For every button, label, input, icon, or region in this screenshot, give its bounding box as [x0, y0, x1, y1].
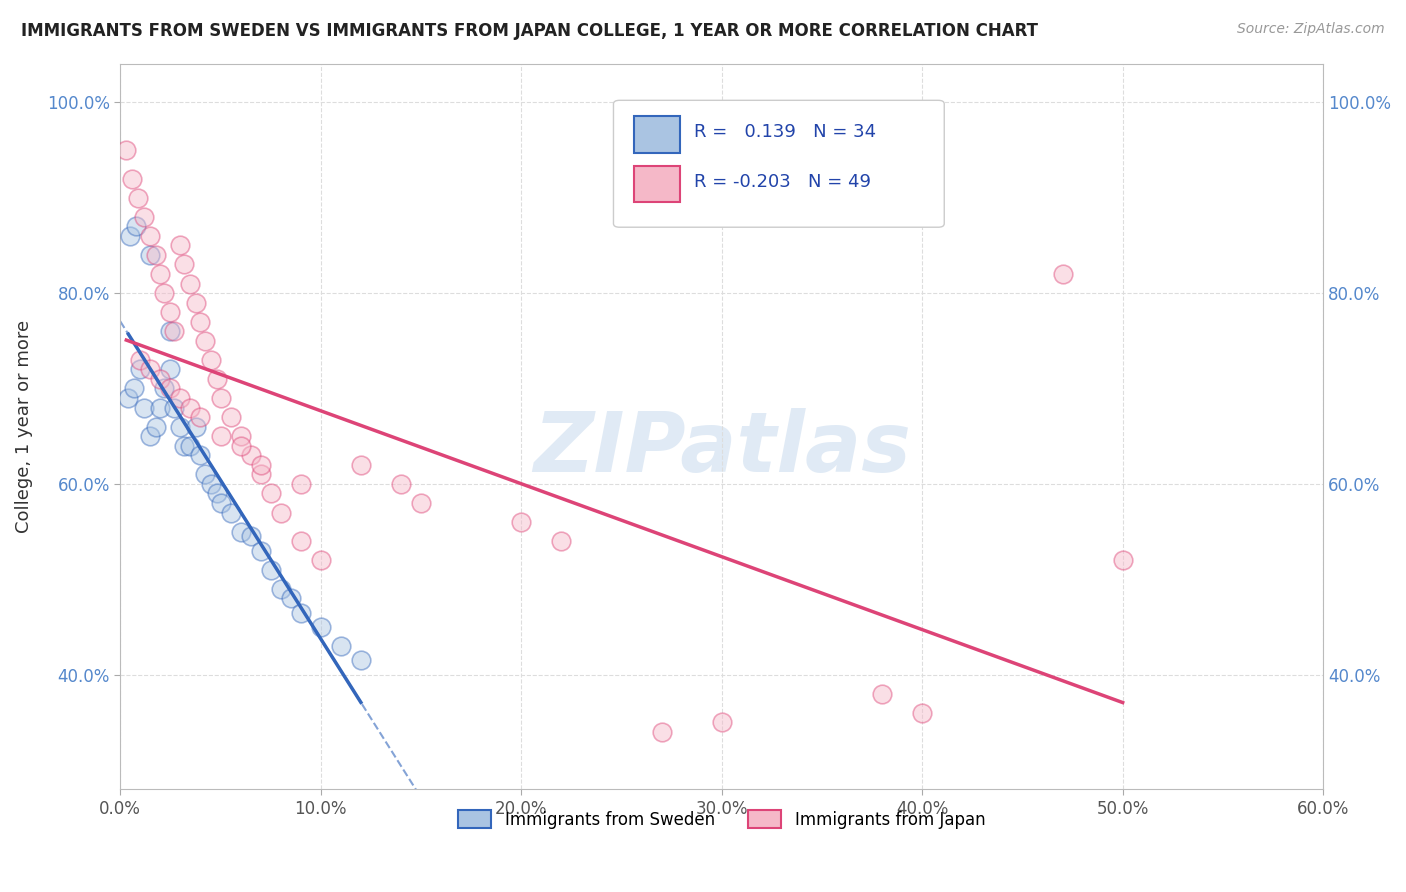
- Immigrants from Japan: [229, 429, 252, 443]
- Immigrants from Sweden: [219, 506, 242, 520]
- Text: R =   0.139   N = 34: R = 0.139 N = 34: [695, 123, 876, 141]
- FancyBboxPatch shape: [613, 100, 945, 227]
- Immigrants from Japan: [139, 228, 162, 243]
- Immigrants from Japan: [710, 715, 733, 730]
- Immigrants from Japan: [179, 401, 201, 415]
- Immigrants from Japan: [209, 391, 232, 405]
- Legend: Immigrants from Sweden, Immigrants from Japan: Immigrants from Sweden, Immigrants from …: [451, 804, 993, 835]
- Immigrants from Sweden: [169, 419, 191, 434]
- Immigrants from Sweden: [193, 467, 215, 482]
- Immigrants from Sweden: [186, 419, 208, 434]
- Immigrants from Sweden: [309, 620, 332, 634]
- Immigrants from Sweden: [229, 524, 252, 539]
- Immigrants from Sweden: [270, 582, 292, 596]
- Immigrants from Sweden: [159, 324, 181, 338]
- Immigrants from Japan: [153, 286, 176, 301]
- Immigrants from Japan: [169, 238, 191, 252]
- Immigrants from Sweden: [239, 529, 262, 543]
- Immigrants from Japan: [190, 315, 212, 329]
- Immigrants from Japan: [1111, 553, 1133, 567]
- Immigrants from Japan: [134, 210, 156, 224]
- Immigrants from Japan: [145, 248, 167, 262]
- Immigrants from Japan: [1052, 267, 1074, 281]
- Immigrants from Japan: [186, 295, 208, 310]
- Immigrants from Sweden: [249, 543, 271, 558]
- Immigrants from Japan: [219, 410, 242, 425]
- Text: R = -0.203   N = 49: R = -0.203 N = 49: [695, 172, 872, 191]
- Immigrants from Sweden: [139, 248, 162, 262]
- Immigrants from Japan: [290, 476, 312, 491]
- Immigrants from Japan: [249, 467, 271, 482]
- Immigrants from Sweden: [205, 486, 228, 500]
- Immigrants from Japan: [510, 515, 533, 529]
- Immigrants from Japan: [260, 486, 283, 500]
- Immigrants from Japan: [200, 352, 222, 367]
- Immigrants from Sweden: [129, 362, 152, 376]
- Immigrants from Japan: [239, 448, 262, 462]
- Immigrants from Sweden: [124, 382, 146, 396]
- Immigrants from Sweden: [200, 476, 222, 491]
- Immigrants from Sweden: [190, 448, 212, 462]
- FancyBboxPatch shape: [634, 166, 679, 202]
- Immigrants from Sweden: [163, 401, 186, 415]
- Immigrants from Japan: [193, 334, 215, 348]
- Immigrants from Sweden: [139, 429, 162, 443]
- Immigrants from Japan: [911, 706, 934, 720]
- Immigrants from Japan: [270, 506, 292, 520]
- Immigrants from Sweden: [290, 606, 312, 620]
- Y-axis label: College, 1 year or more: College, 1 year or more: [15, 320, 32, 533]
- Immigrants from Sweden: [120, 228, 142, 243]
- Immigrants from Japan: [149, 267, 172, 281]
- Immigrants from Sweden: [350, 653, 373, 667]
- Immigrants from Sweden: [159, 362, 181, 376]
- Immigrants from Japan: [179, 277, 201, 291]
- Text: ZIPatlas: ZIPatlas: [533, 408, 911, 489]
- Immigrants from Japan: [173, 257, 195, 271]
- Immigrants from Sweden: [134, 401, 156, 415]
- Immigrants from Sweden: [173, 439, 195, 453]
- Immigrants from Japan: [550, 534, 572, 549]
- Immigrants from Japan: [159, 382, 181, 396]
- Immigrants from Japan: [159, 305, 181, 319]
- Immigrants from Japan: [129, 352, 152, 367]
- Immigrants from Japan: [249, 458, 271, 472]
- Immigrants from Japan: [205, 372, 228, 386]
- Immigrants from Japan: [350, 458, 373, 472]
- Immigrants from Japan: [139, 362, 162, 376]
- Immigrants from Japan: [651, 725, 673, 739]
- Immigrants from Japan: [290, 534, 312, 549]
- Immigrants from Japan: [190, 410, 212, 425]
- Immigrants from Sweden: [329, 639, 352, 653]
- Immigrants from Sweden: [179, 439, 201, 453]
- Immigrants from Sweden: [125, 219, 148, 234]
- Immigrants from Sweden: [260, 563, 283, 577]
- Immigrants from Japan: [309, 553, 332, 567]
- Text: IMMIGRANTS FROM SWEDEN VS IMMIGRANTS FROM JAPAN COLLEGE, 1 YEAR OR MORE CORRELAT: IMMIGRANTS FROM SWEDEN VS IMMIGRANTS FRO…: [21, 22, 1038, 40]
- Immigrants from Japan: [229, 439, 252, 453]
- Immigrants from Japan: [169, 391, 191, 405]
- Immigrants from Japan: [163, 324, 186, 338]
- Immigrants from Japan: [870, 687, 893, 701]
- Immigrants from Sweden: [149, 401, 172, 415]
- Immigrants from Japan: [121, 171, 143, 186]
- Immigrants from Sweden: [153, 382, 176, 396]
- Immigrants from Japan: [149, 372, 172, 386]
- FancyBboxPatch shape: [634, 116, 679, 153]
- Immigrants from Sweden: [280, 591, 302, 606]
- Immigrants from Japan: [209, 429, 232, 443]
- Immigrants from Sweden: [117, 391, 139, 405]
- Text: Source: ZipAtlas.com: Source: ZipAtlas.com: [1237, 22, 1385, 37]
- Immigrants from Sweden: [209, 496, 232, 510]
- Immigrants from Japan: [115, 143, 138, 157]
- Immigrants from Japan: [127, 191, 149, 205]
- Immigrants from Japan: [409, 496, 432, 510]
- Immigrants from Japan: [389, 476, 412, 491]
- Immigrants from Sweden: [145, 419, 167, 434]
